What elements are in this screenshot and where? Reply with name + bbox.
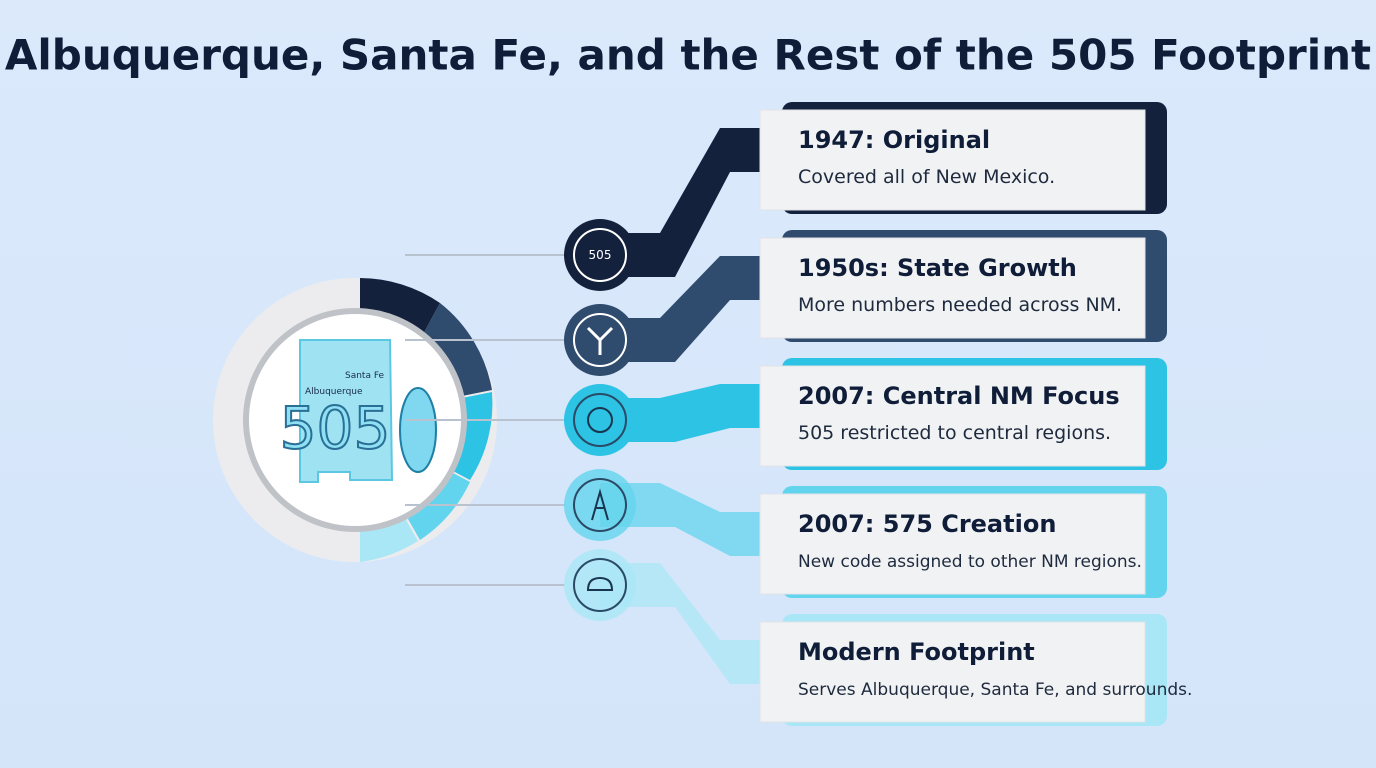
card <box>759 493 1146 595</box>
step-title: 1950s: State Growth <box>798 254 1077 282</box>
footprint <box>399 387 437 473</box>
title: Albuquerque, Santa Fe, and the Rest of t… <box>5 31 1371 80</box>
ring-segment <box>400 464 470 540</box>
connector <box>600 384 780 442</box>
icon-label: 505 <box>589 248 612 262</box>
card <box>759 621 1146 723</box>
icon-inner <box>573 393 627 447</box>
emblem-code: 505 <box>280 394 391 462</box>
step-title: 2007: 575 Creation <box>798 510 1056 538</box>
map-shape <box>299 339 394 483</box>
card <box>759 237 1146 339</box>
connector <box>600 483 780 556</box>
icon-inner <box>573 228 627 282</box>
step-text: More numbers needed across NM. <box>798 294 1122 316</box>
connector <box>600 256 780 362</box>
icon-inner <box>573 478 627 532</box>
step-title: Modern Footprint <box>798 638 1035 666</box>
icon-cloud <box>586 576 614 591</box>
connector <box>600 128 780 277</box>
step-title: 1947: Original <box>798 126 990 154</box>
icon-inner <box>573 558 627 612</box>
step-text: Serves Albuquerque, Santa Fe, and surrou… <box>798 680 1192 700</box>
emblem: Santa Fe Albuquerque 505 <box>213 278 497 562</box>
icon-tower <box>591 488 609 521</box>
ring-segment <box>360 278 440 340</box>
icon-target <box>587 407 613 433</box>
connector <box>600 563 780 684</box>
card <box>759 109 1146 211</box>
ring-segment <box>420 303 492 398</box>
icon-inner <box>573 313 627 367</box>
map-city: Albuquerque <box>305 387 363 397</box>
step-text: 505 restricted to central regions. <box>798 422 1111 444</box>
step-text: New code assigned to other NM regions. <box>798 552 1142 572</box>
map-city: Santa Fe <box>345 371 385 381</box>
step-text: Covered all of New Mexico. <box>798 166 1055 188</box>
step-title: 2007: Central NM Focus <box>798 382 1120 410</box>
card <box>759 365 1146 467</box>
icon-split <box>586 326 614 355</box>
